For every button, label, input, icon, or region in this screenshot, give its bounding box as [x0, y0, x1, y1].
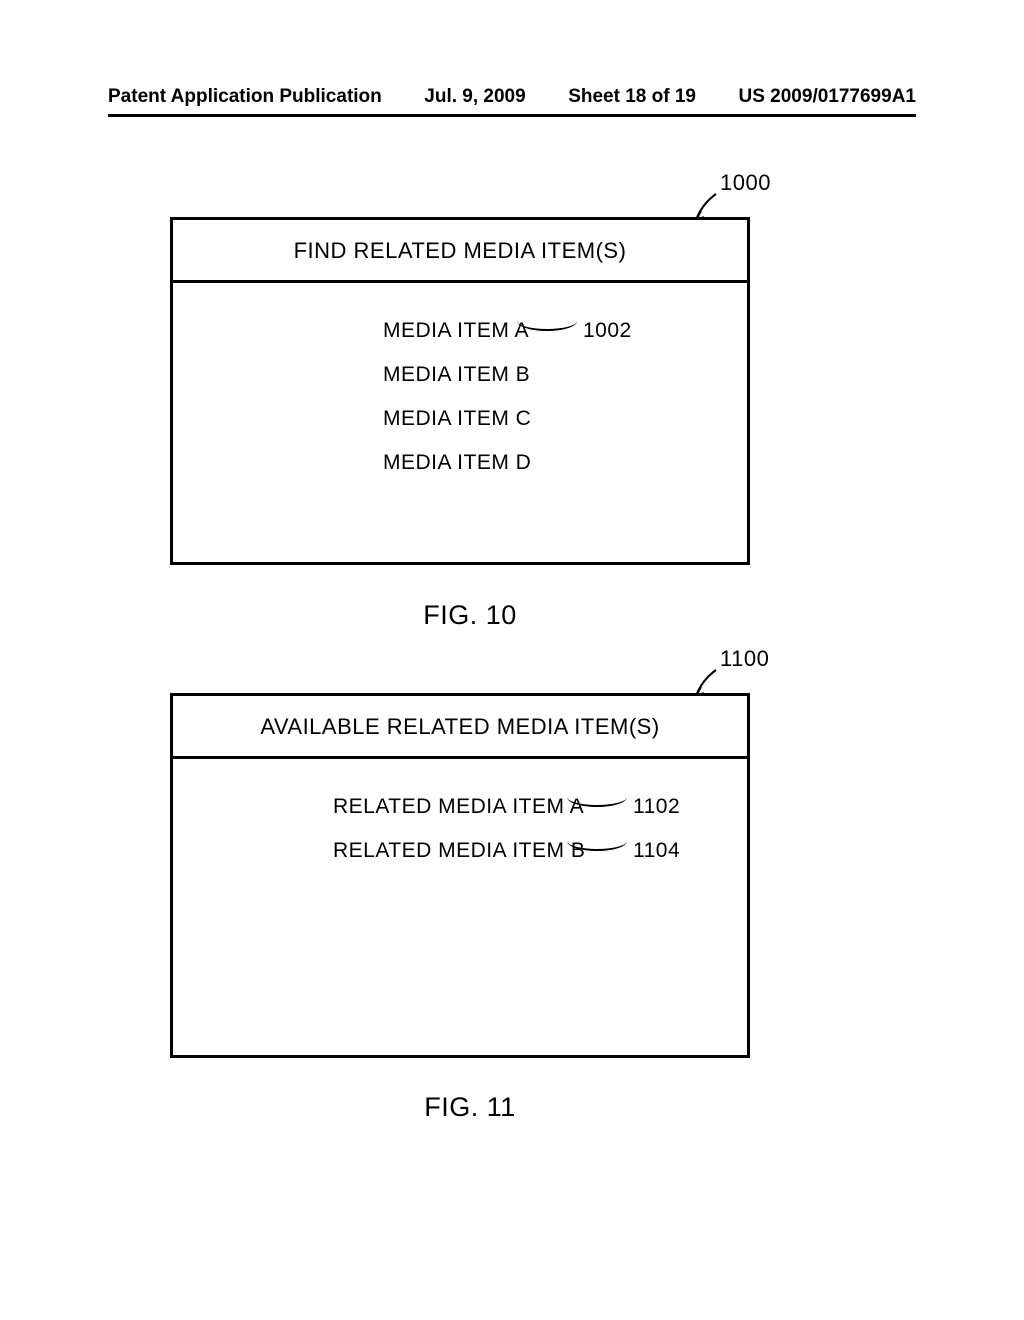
figure-1-title: FIND RELATED MEDIA ITEM(S) — [173, 220, 747, 283]
figure-2-panel: AVAILABLE RELATED MEDIA ITEM(S) RELATED … — [170, 693, 750, 1058]
figure-2-body: RELATED MEDIA ITEM A1102RELATED MEDIA IT… — [173, 759, 747, 913]
media-item-row: MEDIA ITEM B — [173, 353, 747, 397]
media-item-label: MEDIA ITEM B — [383, 363, 530, 387]
figure-2-title: AVAILABLE RELATED MEDIA ITEM(S) — [173, 696, 747, 759]
media-item-row: RELATED MEDIA ITEM A 1102 — [173, 785, 747, 829]
publication-label: Patent Application Publication — [108, 86, 382, 108]
media-item-row: MEDIA ITEM A 1002 — [173, 309, 747, 353]
media-item-row: MEDIA ITEM C — [173, 397, 747, 441]
ref-number: 1104 — [633, 839, 680, 863]
media-item-label: RELATED MEDIA ITEM B — [333, 839, 585, 863]
media-item-label: RELATED MEDIA ITEM A — [333, 795, 584, 819]
ref-number: 1002 — [583, 319, 632, 343]
media-item-label: MEDIA ITEM D — [383, 451, 531, 475]
media-item-row: RELATED MEDIA ITEM B 1104 — [173, 829, 747, 873]
ref-number: 1102 — [633, 795, 680, 819]
publication-date: Jul. 9, 2009 — [424, 86, 525, 108]
media-item-label: MEDIA ITEM A — [383, 319, 529, 343]
figure-2-caption: FIG. 11 — [370, 1092, 570, 1123]
media-item-row: MEDIA ITEM D — [173, 441, 747, 485]
figure-1-caption: FIG. 10 — [370, 600, 570, 631]
figure-1-body: MEDIA ITEM A 1002 MEDIA ITEM B MEDIA ITEM C… — [173, 283, 747, 535]
publication-number: US 2009/0177699A1 — [739, 86, 916, 108]
figure-1-panel: FIND RELATED MEDIA ITEM(S) MEDIA ITEM A 1… — [170, 217, 750, 565]
header-rule — [108, 114, 916, 117]
page-header: Patent Application Publication Jul. 9, 2… — [108, 86, 916, 108]
sheet-number: Sheet 18 of 19 — [568, 86, 696, 108]
media-item-label: MEDIA ITEM C — [383, 407, 531, 431]
